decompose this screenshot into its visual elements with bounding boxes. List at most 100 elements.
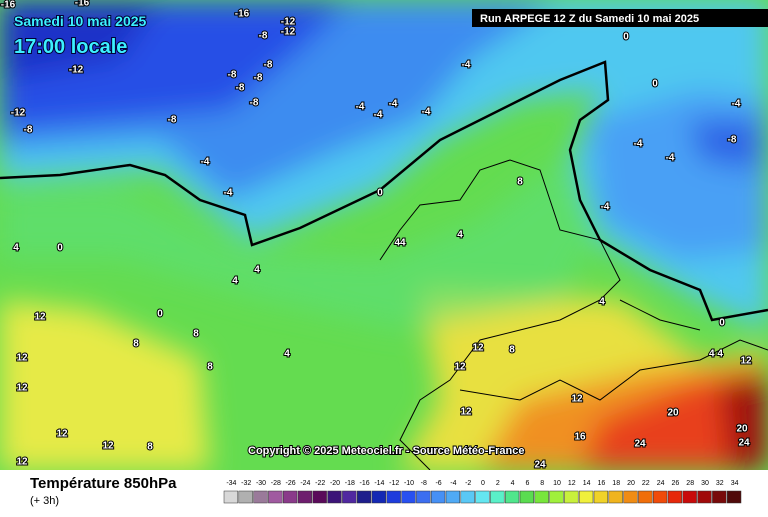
contour-label: 12 (472, 343, 484, 354)
contour-label: -4 (601, 202, 610, 213)
contour-label: 8 (509, 345, 515, 356)
legend-swatch (726, 490, 742, 504)
legend-label: 24 (657, 480, 665, 487)
contour-label: -8 (264, 60, 273, 71)
contour-label: 12 (16, 353, 28, 364)
legend-label: 6 (525, 480, 529, 487)
contour-label: 0 (623, 32, 629, 43)
contour-label: -12 (69, 65, 84, 76)
copyright: Copyright © 2025 Meteociel.fr - Source M… (248, 445, 524, 457)
legend-swatch (430, 490, 446, 504)
contour-label: -16 (235, 9, 250, 20)
run-box (472, 9, 768, 27)
time-label: 17:00 locale (14, 36, 127, 58)
contour-label: -8 (168, 115, 177, 126)
legend-label: -6 (435, 480, 441, 487)
contour-label: 8 (517, 177, 523, 188)
contour-label: -4 (201, 157, 210, 168)
legend-label: 20 (627, 480, 635, 487)
contour-label: 8 (133, 339, 139, 350)
contour-label: -8 (24, 125, 33, 136)
contour-label: -4 (422, 107, 431, 118)
legend-swatch (371, 490, 387, 504)
contour-label: 12 (454, 362, 466, 373)
legend-swatch (682, 490, 697, 504)
legend-swatch (667, 490, 683, 504)
contour-label: 0 (719, 318, 725, 329)
map-background (0, 0, 768, 471)
contour-label: 24 (738, 438, 750, 449)
legend-label: -18 (345, 480, 355, 487)
legend-label: -32 (241, 480, 251, 487)
legend-label: 32 (716, 480, 724, 487)
legend-swatch (416, 490, 431, 504)
contour-label: 20 (736, 424, 748, 435)
legend-swatch (342, 490, 357, 504)
legend-swatch (549, 490, 564, 504)
legend-label: -2 (465, 480, 471, 487)
legend-swatch (475, 490, 490, 504)
date-label: Samedi 10 mai 2025 (14, 13, 147, 29)
legend-label: -14 (374, 480, 384, 487)
contour-label: 4 (254, 265, 260, 276)
legend-swatch (652, 490, 668, 504)
contour-label: -4 (732, 99, 741, 110)
contour-label: -8 (236, 83, 245, 94)
legend-label: 16 (598, 480, 606, 487)
contour-label: 12 (16, 383, 28, 394)
contour-label: -4 (634, 139, 643, 150)
contour-label: 16 (574, 432, 586, 443)
legend-swatch (268, 490, 283, 504)
legend-swatch (460, 490, 475, 504)
legend-label: 4 (511, 480, 515, 487)
legend-swatch (253, 490, 268, 504)
legend-swatch (564, 490, 579, 504)
contour-label: -4 (389, 99, 398, 110)
legend-swatch (490, 490, 505, 504)
contour-label: -4 (374, 110, 383, 121)
legend-swatch (445, 490, 461, 504)
contour-label: 4 (13, 243, 19, 254)
legend-swatch (312, 490, 327, 504)
legend-swatch (356, 490, 372, 504)
contour-label: -4 (224, 188, 233, 199)
legend-swatch (223, 490, 239, 504)
legend-swatch (519, 490, 535, 504)
legend-swatch (697, 490, 712, 504)
contour-label: -12 (281, 27, 296, 38)
legend-label: -30 (256, 480, 266, 487)
legend-label: -4 (450, 480, 456, 487)
contour-label: 12 (102, 441, 114, 452)
contour-label: 12 (571, 394, 583, 405)
contour-label: 0 (377, 188, 383, 199)
legend-swatch (534, 490, 549, 504)
contour-label: -4 (666, 153, 675, 164)
contour-label: -12 (11, 108, 26, 119)
legend-label: 10 (553, 480, 561, 487)
legend-label: -12 (389, 480, 399, 487)
legend-swatch (297, 490, 313, 504)
legend-label: 14 (583, 480, 591, 487)
legend-label: 34 (731, 480, 739, 487)
contour-label: 24 (634, 439, 646, 450)
legend-swatch (608, 490, 623, 504)
contour-label: -12 (281, 17, 296, 28)
contour-label: 44 (394, 238, 406, 249)
legend-label: 0 (481, 480, 485, 487)
contour-label: -8 (228, 70, 237, 81)
contour-label: 20 (667, 408, 679, 419)
contour-label: 12 (34, 312, 46, 323)
contour-label: 8 (147, 442, 153, 453)
contour-label: 12 (460, 407, 472, 418)
contour-label: 0 (157, 309, 163, 320)
contour-label: 4 (599, 297, 605, 308)
legend-label: 30 (701, 480, 709, 487)
footer-step: (+ 3h) (30, 495, 59, 507)
legend-swatch (401, 490, 416, 504)
legend-label: -22 (315, 480, 325, 487)
legend-label: 8 (540, 480, 544, 487)
legend-label: 22 (642, 480, 650, 487)
legend-label: -26 (286, 480, 296, 487)
contour-label: 0 (57, 243, 63, 254)
